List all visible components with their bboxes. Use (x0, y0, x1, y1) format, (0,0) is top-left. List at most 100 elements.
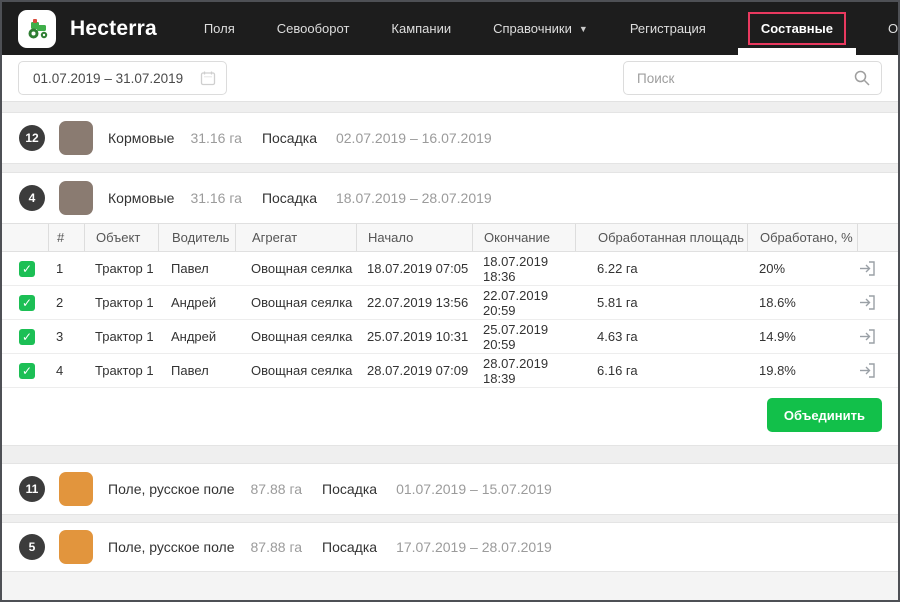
row-area: 6.22 га (597, 261, 638, 276)
enter-arrow-icon[interactable] (859, 294, 876, 311)
row-num: 2 (56, 295, 64, 310)
magnifier-icon[interactable] (853, 69, 871, 87)
row-percent: 14.9% (759, 329, 796, 344)
nav-reports[interactable]: Отчеты (887, 21, 899, 36)
chevron-down-icon: ▼ (578, 23, 588, 34)
results-list: 12 Кормовые 31.16 га Посадка 02.07.2019 … (2, 102, 898, 600)
registration-row: ✓ 2 Трактор 1 Андрей Овощная сеялка 22.0… (2, 286, 898, 320)
row-implement: Овощная сеялка (251, 329, 353, 344)
row-object: Трактор 1 (95, 295, 154, 310)
app-logo[interactable] (18, 9, 56, 48)
row-start: 25.07.2019 10:31 (367, 329, 469, 344)
row-object: Трактор 1 (95, 261, 154, 276)
registrations-count-badge: 5 (19, 534, 45, 560)
enter-arrow-icon[interactable] (859, 260, 876, 277)
top-navbar: Hecterra Поля Севооборот Кампании Справо… (2, 2, 898, 55)
cultivation-group-row[interactable]: 4 Кормовые 31.16 га Посадка 18.07.2019 –… (2, 173, 898, 223)
row-checkbox[interactable]: ✓ (19, 362, 35, 379)
col-header-object: Объект (84, 224, 158, 251)
brand-title: Hecterra (70, 16, 157, 40)
field-name: Поле, русское поле (108, 481, 235, 497)
nav-crop-rotation[interactable]: Севооборот (276, 21, 350, 36)
date-range-value: 01.07.2019 – 31.07.2019 (33, 70, 184, 86)
row-percent: 19.8% (759, 363, 796, 378)
row-implement: Овощная сеялка (251, 295, 353, 310)
calendar-icon (200, 71, 216, 86)
field-area: 31.16 га (190, 130, 242, 146)
nav-composite-active[interactable]: Составные (727, 2, 867, 55)
field-area: 87.88 га (250, 539, 303, 555)
operation-type: Посадка (322, 539, 378, 555)
nav-campaigns[interactable]: Кампании (391, 21, 452, 36)
col-header-implement: Агрегат (235, 224, 356, 251)
row-driver: Павел (171, 363, 209, 378)
operation-type: Посадка (322, 481, 378, 497)
field-name: Кормовые (108, 130, 175, 146)
expanded-group-card: 4 Кормовые 31.16 га Посадка 18.07.2019 –… (2, 172, 898, 446)
enter-arrow-icon[interactable] (859, 328, 876, 345)
merge-button[interactable]: Объединить (766, 398, 882, 432)
field-area: 87.88 га (250, 481, 303, 497)
field-name: Поле, русское поле (108, 539, 235, 555)
col-header-end: Окончание (472, 224, 575, 251)
row-start: 18.07.2019 07:05 (367, 261, 469, 276)
row-end: 18.07.2019 18:36 (483, 253, 549, 284)
search-box (623, 61, 882, 95)
registration-row: ✓ 4 Трактор 1 Павел Овощная сеялка 28.07… (2, 354, 898, 388)
registration-row: ✓ 1 Трактор 1 Павел Овощная сеялка 18.07… (2, 252, 898, 286)
row-end: 28.07.2019 18:39 (483, 355, 549, 386)
operation-period: 02.07.2019 – 16.07.2019 (335, 130, 492, 146)
row-area: 4.63 га (597, 329, 638, 344)
nav-registration[interactable]: Регистрация (629, 21, 706, 36)
footer-spacer (2, 572, 898, 600)
row-area: 5.81 га (597, 295, 638, 310)
field-color-swatch (59, 530, 93, 564)
row-area: 6.16 га (597, 363, 638, 378)
registrations-count-badge: 4 (19, 185, 45, 211)
registration-row: ✓ 3 Трактор 1 Андрей Овощная сеялка 25.0… (2, 320, 898, 354)
col-header-driver: Водитель (158, 224, 235, 251)
field-color-swatch (59, 181, 93, 215)
field-color-swatch (59, 472, 93, 506)
main-nav: Поля Севооборот Кампании Справочники ▼ Р… (183, 2, 899, 55)
date-range-picker[interactable]: 01.07.2019 – 31.07.2019 (18, 61, 227, 95)
row-checkbox[interactable]: ✓ (19, 294, 35, 311)
cultivation-group-row[interactable]: 12 Кормовые 31.16 га Посадка 02.07.2019 … (2, 112, 898, 164)
row-num: 3 (56, 329, 64, 344)
nav-fields[interactable]: Поля (203, 21, 235, 36)
merge-button-area: Объединить (2, 388, 898, 445)
row-checkbox[interactable]: ✓ (19, 328, 35, 345)
row-driver: Андрей (171, 295, 217, 310)
row-end: 25.07.2019 20:59 (483, 321, 549, 352)
row-end: 22.07.2019 20:59 (483, 287, 549, 318)
row-percent: 20% (759, 261, 786, 276)
row-driver: Андрей (171, 329, 217, 344)
operation-period: 18.07.2019 – 28.07.2019 (335, 190, 492, 206)
registrations-count-badge: 11 (19, 476, 45, 502)
tractor-icon (28, 18, 48, 38)
search-input[interactable] (637, 70, 853, 86)
operation-period: 01.07.2019 – 15.07.2019 (396, 481, 552, 497)
row-num: 4 (56, 363, 64, 378)
filter-toolbar: 01.07.2019 – 31.07.2019 (2, 55, 898, 102)
operation-period: 17.07.2019 – 28.07.2019 (396, 539, 552, 555)
operation-type: Посадка (261, 130, 317, 146)
row-num: 1 (56, 261, 64, 276)
enter-arrow-icon[interactable] (859, 362, 876, 379)
cultivation-group-row[interactable]: 11 Поле, русское поле 87.88 га Посадка 0… (2, 463, 898, 515)
row-start: 22.07.2019 13:56 (367, 295, 469, 310)
col-header-area: Обработанная площадь (575, 224, 747, 251)
registrations-count-badge: 12 (19, 125, 45, 151)
row-start: 28.07.2019 07:09 (367, 363, 469, 378)
annotation-red-box: Составные (747, 12, 846, 45)
row-checkbox[interactable]: ✓ (19, 260, 35, 277)
operation-type: Посадка (261, 190, 317, 206)
row-implement: Овощная сеялка (251, 261, 353, 276)
registrations-table-header: # Объект Водитель Агрегат Начало Окончан… (2, 223, 898, 252)
cultivation-group-row[interactable]: 5 Поле, русское поле 87.88 га Посадка 17… (2, 522, 898, 572)
field-area: 31.16 га (190, 190, 242, 206)
col-header-percent: Обработано, % (747, 224, 857, 251)
col-header-num: # (48, 224, 84, 251)
nav-directories[interactable]: Справочники ▼ (493, 21, 588, 36)
